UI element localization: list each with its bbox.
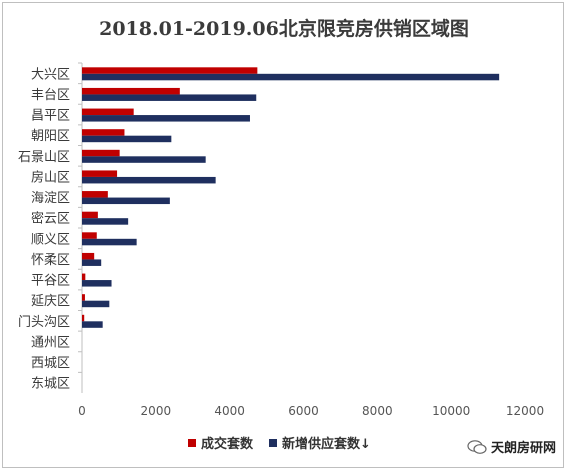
bar-deals — [82, 170, 118, 177]
watermark-text: 天朗房研网 — [490, 441, 556, 456]
bar-deals — [82, 87, 180, 95]
wechat-icon — [467, 439, 487, 454]
bar-supply — [82, 176, 216, 184]
legend-label-deals: 成交套数 — [201, 437, 254, 452]
category-label: 顺义区 — [31, 232, 70, 247]
bar-supply — [82, 280, 112, 287]
category-label: 石景山区 — [18, 150, 70, 165]
category-label: 延庆区 — [31, 294, 70, 309]
bar-deals — [82, 314, 85, 322]
category-label: 大兴区 — [31, 67, 70, 82]
legend-item-supply: 新增供应套数↓ — [269, 433, 371, 452]
category-label: 东城区 — [31, 377, 70, 392]
x-tick-label: 8000 — [362, 404, 393, 418]
bar-deals — [82, 232, 97, 239]
bar-supply — [82, 218, 129, 225]
x-tick-label: 10000 — [432, 404, 470, 418]
bar-deals — [82, 191, 108, 198]
category-label: 门头沟区 — [18, 315, 70, 330]
category-label: 丰台区 — [31, 88, 70, 103]
category-label: 怀柔区 — [31, 253, 70, 268]
chart-title: 2018.01-2019.06北京限竞房供销区域图 — [99, 18, 469, 40]
x-tick-label: 4000 — [214, 404, 245, 418]
bar-deals — [82, 149, 120, 157]
legend-swatch-supply — [269, 438, 278, 447]
bar-supply — [82, 321, 103, 328]
category-label: 平谷区 — [31, 274, 70, 289]
bar-deals — [82, 294, 85, 301]
category-label: 西城区 — [31, 356, 70, 371]
legend-label-supply: 新增供应套数↓ — [282, 437, 371, 452]
legend: 成交套数 新增供应套数↓ — [188, 433, 371, 452]
bar-deals — [82, 129, 125, 136]
bar-supply — [82, 94, 257, 101]
bar-supply — [82, 259, 102, 266]
bar-supply — [82, 238, 137, 246]
bar-deals — [82, 252, 95, 260]
bar-supply — [82, 300, 110, 308]
legend-item-deals: 成交套数 — [188, 433, 253, 452]
category-label: 房山区 — [31, 169, 70, 185]
bar-deals — [82, 273, 86, 281]
bar-supply — [82, 156, 206, 163]
bar-supply — [82, 135, 172, 143]
bar-supply — [82, 115, 250, 122]
category-label: 海淀区 — [31, 191, 70, 206]
x-tick-label: 6000 — [288, 404, 319, 418]
bar-supply — [82, 73, 500, 81]
bar-supply — [82, 197, 170, 205]
category-label: 朝阳区 — [31, 129, 70, 144]
watermark: 天朗房研网 — [467, 437, 556, 456]
legend-swatch-deals — [188, 438, 196, 447]
x-tick-label: 0 — [78, 404, 86, 418]
x-tick-label: 12000 — [506, 404, 544, 418]
x-tick-label: 2000 — [141, 404, 172, 418]
category-label: 密云区 — [31, 211, 70, 227]
bar-deals — [82, 108, 134, 116]
bar-deals — [82, 211, 98, 219]
category-label: 昌平区 — [31, 109, 70, 124]
bar-deals — [82, 67, 258, 74]
category-label: 通州区 — [31, 335, 70, 350]
